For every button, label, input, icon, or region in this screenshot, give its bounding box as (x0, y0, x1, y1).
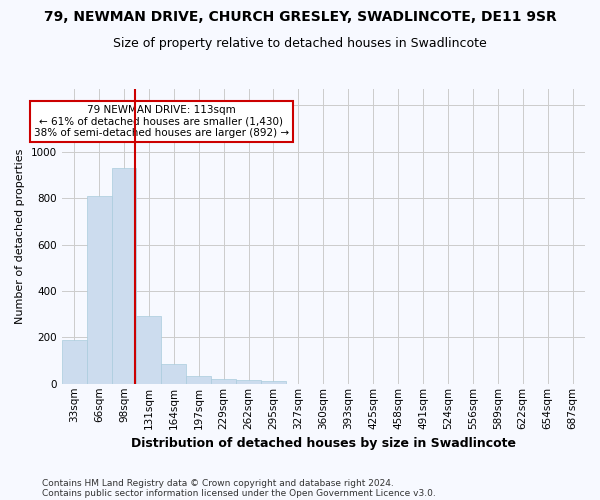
Text: Contains public sector information licensed under the Open Government Licence v3: Contains public sector information licen… (42, 488, 436, 498)
Bar (62, 340, 86, 384)
Text: 79, NEWMAN DRIVE, CHURCH GRESLEY, SWADLINCOTE, DE11 9SR: 79, NEWMAN DRIVE, CHURCH GRESLEY, SWADLI… (44, 10, 556, 24)
X-axis label: Distribution of detached houses by size in Swadlincote: Distribution of detached houses by size … (131, 437, 516, 450)
Text: Contains HM Land Registry data © Crown copyright and database right 2024.: Contains HM Land Registry data © Crown c… (42, 478, 394, 488)
Bar (211, 379, 236, 384)
Y-axis label: Number of detached properties: Number of detached properties (15, 148, 25, 324)
Bar (136, 316, 161, 384)
Bar (112, 168, 136, 384)
Text: 79 NEWMAN DRIVE: 113sqm
← 61% of detached houses are smaller (1,430)
38% of semi: 79 NEWMAN DRIVE: 113sqm ← 61% of detache… (34, 105, 289, 138)
Bar (236, 380, 261, 384)
Bar (261, 382, 286, 384)
Bar (86, 196, 112, 384)
Bar (186, 376, 211, 384)
Bar (161, 364, 186, 384)
Text: Size of property relative to detached houses in Swadlincote: Size of property relative to detached ho… (113, 38, 487, 51)
